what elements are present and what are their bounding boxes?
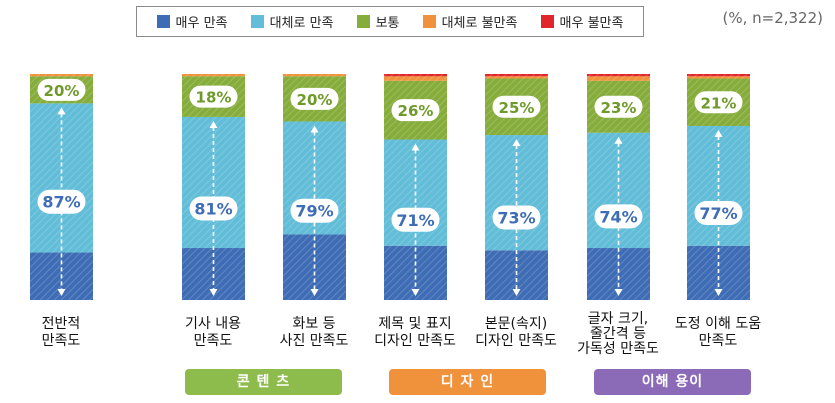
bar-segment-hatch bbox=[485, 76, 548, 79]
legend: 매우 만족 대체로 만족 보통 대체로 불만족 매우 불만족 bbox=[136, 6, 644, 37]
satisfaction-data-label: 71% bbox=[396, 211, 434, 230]
arrow-up-icon bbox=[512, 139, 521, 147]
neutral-data-label: 20% bbox=[44, 82, 80, 100]
satisfaction-label-box bbox=[37, 189, 86, 214]
arrow-down-icon bbox=[614, 289, 623, 296]
satisfaction-data-label: 73% bbox=[497, 209, 535, 228]
group-badge-ease: 이해 용이 bbox=[594, 369, 751, 395]
legend-label: 대체로 만족 bbox=[269, 16, 334, 31]
neutral-label-box bbox=[391, 99, 440, 122]
arrow-up-icon bbox=[714, 129, 723, 137]
bar-segment-hatch bbox=[485, 74, 548, 77]
arrow-down-icon bbox=[57, 289, 66, 296]
arrow-up-icon bbox=[614, 136, 623, 144]
arrow-down-icon bbox=[310, 289, 319, 296]
legend-item-very-satisfied: 매우 만족 bbox=[156, 12, 228, 31]
group-badge-content: 콘 텐 츠 bbox=[185, 369, 342, 395]
legend-label: 매우 만족 bbox=[175, 16, 228, 31]
bar-segment-hatch bbox=[384, 76, 447, 81]
bar-segment-hatch bbox=[587, 74, 650, 77]
bar-segment-hatch bbox=[182, 74, 245, 77]
bar-segment-hatch bbox=[687, 76, 750, 79]
x-tick-label: 제목 및 표지 디자인 만족도 bbox=[374, 316, 456, 349]
satisfaction-data-label: 81% bbox=[194, 199, 232, 218]
x-tick-label: 기사 내용 만족도 bbox=[185, 316, 241, 349]
arrow-up-icon bbox=[310, 125, 319, 133]
bar-segment-hatch bbox=[283, 74, 346, 77]
sample-note: (%, n=2,322) bbox=[722, 9, 823, 27]
arrow-up-icon bbox=[57, 107, 66, 115]
x-tick-label: 도정 이해 도움 만족도 bbox=[674, 316, 762, 349]
neutral-data-label: 20% bbox=[297, 91, 333, 109]
neutral-data-label: 26% bbox=[398, 102, 434, 120]
neutral-label-box bbox=[492, 95, 541, 118]
x-tick-label: 본문(속지) 디자인 만족도 bbox=[475, 316, 557, 349]
legend-swatch bbox=[422, 15, 436, 28]
legend-label: 대체로 불만족 bbox=[441, 16, 518, 31]
bar-segment-hatch bbox=[30, 74, 93, 77]
neutral-label-box bbox=[290, 87, 339, 110]
satisfaction-label-box bbox=[391, 207, 440, 232]
legend-label: 보통 bbox=[375, 16, 400, 31]
legend-swatch bbox=[540, 15, 554, 28]
legend-swatch bbox=[156, 15, 170, 28]
bar-segment-hatch bbox=[687, 74, 750, 77]
satisfaction-data-label: 74% bbox=[599, 207, 637, 226]
satisfaction-data-label: 77% bbox=[699, 204, 737, 223]
arrow-down-icon bbox=[209, 289, 218, 296]
legend-item-neutral: 보통 bbox=[356, 12, 400, 31]
legend-swatch bbox=[250, 15, 264, 28]
group-badge-design: 디 자 인 bbox=[389, 369, 546, 395]
satisfaction-data-label: 79% bbox=[295, 202, 333, 221]
neutral-data-label: 25% bbox=[499, 99, 535, 117]
arrow-down-icon bbox=[512, 289, 521, 296]
neutral-label-box bbox=[594, 95, 643, 118]
legend-item-dissatisfied: 대체로 불만족 bbox=[422, 12, 518, 31]
satisfaction-label-box bbox=[492, 205, 541, 230]
satisfaction-label-box bbox=[290, 198, 339, 223]
neutral-label-box bbox=[189, 85, 238, 108]
x-tick-label: 전반적 만족도 bbox=[41, 316, 81, 349]
neutral-data-label: 18% bbox=[196, 89, 232, 107]
legend-item-satisfied: 대체로 만족 bbox=[250, 12, 334, 31]
neutral-data-label: 21% bbox=[701, 94, 737, 112]
neutral-label-box bbox=[37, 78, 86, 101]
satisfaction-data-label: 87% bbox=[42, 193, 80, 212]
arrow-up-icon bbox=[411, 143, 420, 151]
legend-swatch bbox=[356, 15, 370, 28]
arrow-down-icon bbox=[411, 289, 420, 296]
legend-label: 매우 불만족 bbox=[559, 16, 624, 31]
bar-segment-hatch bbox=[384, 74, 447, 77]
satisfaction-label-box bbox=[694, 200, 743, 225]
x-tick-label: 화보 등 사진 만족도 bbox=[279, 316, 349, 349]
neutral-data-label: 23% bbox=[601, 99, 637, 117]
satisfaction-label-box bbox=[189, 196, 238, 221]
arrow-up-icon bbox=[209, 120, 218, 128]
satisfaction-label-box bbox=[594, 204, 643, 229]
neutral-label-box bbox=[694, 91, 743, 114]
x-tick-label: 글자 크기, 줄간격 등 가독성 만족도 bbox=[577, 311, 659, 357]
arrow-down-icon bbox=[714, 289, 723, 296]
legend-item-very-dissatisfied: 매우 불만족 bbox=[540, 12, 624, 31]
bar-segment-hatch bbox=[587, 76, 650, 81]
